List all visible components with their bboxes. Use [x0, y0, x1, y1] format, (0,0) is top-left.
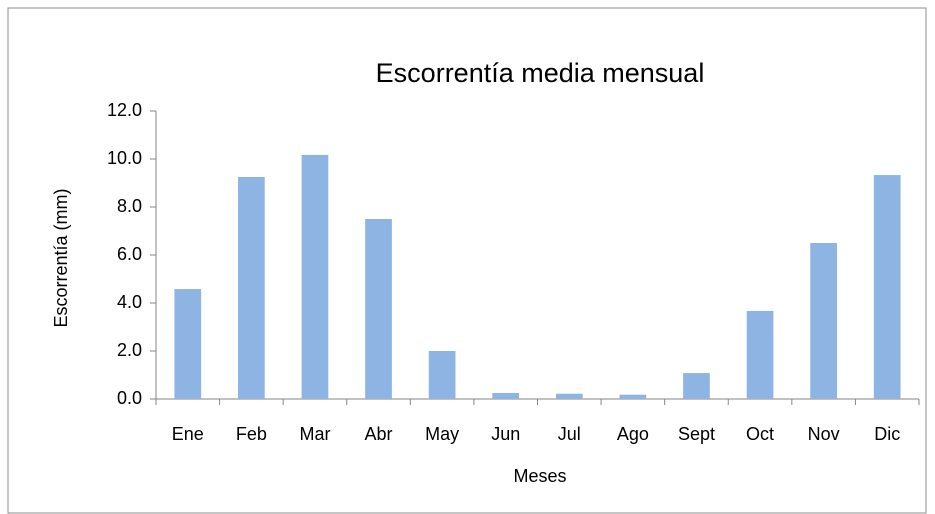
x-tick-label: Feb	[236, 424, 267, 444]
bar	[873, 175, 901, 399]
y-tick-label: 4.0	[117, 292, 142, 312]
bar	[555, 393, 583, 399]
x-axis-label: Meses	[513, 466, 566, 486]
x-tick-label: Nov	[808, 424, 840, 444]
chart-frame	[7, 7, 927, 514]
bar	[810, 243, 837, 399]
x-tick-label: Jun	[491, 424, 520, 444]
y-tick-label: 10.0	[107, 148, 142, 168]
bar	[683, 373, 710, 399]
bar	[174, 289, 202, 399]
x-tick-label: Ene	[172, 424, 204, 444]
y-tick-label: 12.0	[107, 100, 142, 120]
x-tick-label: Oct	[746, 424, 774, 444]
bar	[238, 177, 265, 399]
y-tick-label: 2.0	[117, 340, 142, 360]
x-tick-label: Dic	[874, 424, 900, 444]
y-axis-label: Escorrentía (mm)	[51, 188, 71, 327]
y-tick-label: 8.0	[117, 196, 142, 216]
x-tick-label: Ago	[617, 424, 649, 444]
chart-title: Escorrentía media mensual	[376, 58, 705, 88]
x-tick-label: Abr	[365, 424, 393, 444]
y-tick-label: 0.0	[117, 388, 142, 408]
bar	[428, 351, 456, 399]
bar	[492, 393, 520, 399]
bar	[301, 154, 329, 399]
x-tick-label: Jul	[558, 424, 581, 444]
bar	[746, 310, 774, 399]
y-tick-label: 6.0	[117, 244, 142, 264]
x-tick-label: Sept	[678, 424, 715, 444]
bar	[365, 219, 392, 399]
x-tick-label: May	[425, 424, 459, 444]
x-tick-label: Mar	[299, 424, 330, 444]
bar	[619, 394, 647, 399]
